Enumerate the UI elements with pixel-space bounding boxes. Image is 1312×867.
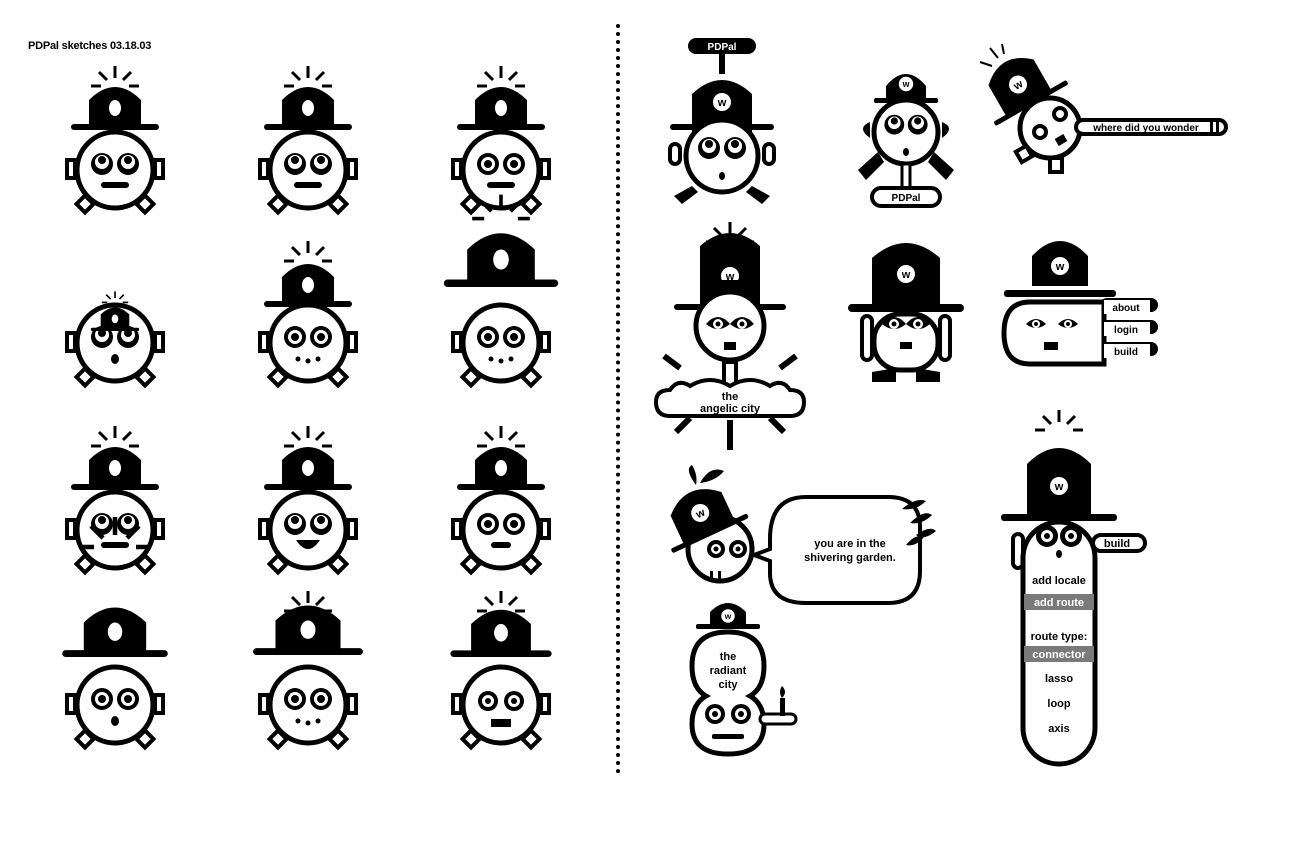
city-sign-line-1: the [722, 391, 739, 403]
sketch-mascot-10 [62, 517, 168, 750]
menu-item-add-route[interactable]: add route [1034, 597, 1084, 609]
radiant-city-line-3: city [719, 679, 739, 691]
menu-item-add-locale[interactable]: add locale [1032, 575, 1086, 587]
sketch-mascot-3 [451, 64, 551, 215]
concept-radiant-city-mascot: the radiant city [689, 603, 798, 757]
propeller-tag-label: PDPal [708, 42, 737, 53]
menu-item-loop[interactable]: loop [1047, 698, 1070, 710]
concept-tall-menu-mascot: build add locale add route route type: c… [1001, 408, 1147, 767]
concept-belt-mascot: PDPal [858, 74, 954, 208]
concept-lance-mascot: where did you wonder [979, 43, 1228, 174]
speech-bubble-line-2: shivering garden. [804, 552, 896, 564]
concept-angelic-city-mascot: the angelic city [653, 220, 807, 450]
city-sign-line-2: angelic city [700, 403, 761, 415]
sketch-mascot-4 [65, 290, 165, 388]
sketch-mascot-12 [450, 589, 552, 750]
build-tab[interactable]: build [1104, 538, 1130, 550]
sketch-mascot-2 [258, 64, 358, 215]
section-divider [616, 24, 620, 774]
sketch-mascot-7 [65, 424, 165, 575]
menu-tab-login[interactable]: login [1114, 325, 1138, 336]
radiant-city-line-2: radiant [710, 665, 747, 677]
menu-label-route-type: route type: [1031, 631, 1088, 643]
lance-message: where did you wonder [1092, 123, 1199, 134]
concept-standing-mascot [848, 243, 964, 382]
menu-tab-about[interactable]: about [1112, 303, 1140, 314]
menu-item-axis[interactable]: axis [1048, 723, 1069, 735]
sketch-mascot-8 [258, 424, 358, 575]
concept-menu-tabs-mascot: about login build [1001, 241, 1158, 367]
menu-item-connector[interactable]: connector [1032, 649, 1086, 661]
page-title: PDPal sketches 03.18.03 [28, 40, 152, 52]
speech-bubble-line-1: you are in the [814, 538, 886, 550]
sketch-mascot-9 [451, 424, 551, 575]
belt-tag-label: PDPal [892, 193, 921, 204]
menu-tab-build[interactable]: build [1114, 347, 1138, 358]
sketch-mascot-1 [65, 64, 165, 215]
sketch-mascot-11 [253, 589, 363, 750]
radiant-city-line-1: the [720, 651, 737, 663]
concept-propeller-mascot: PDPal [668, 38, 776, 204]
sketch-mascot-6 [443, 192, 559, 388]
sketch-mascot-5 [258, 239, 358, 388]
concept-garden-mascot: you are in the shivering garden. [670, 465, 936, 605]
menu-item-lasso[interactable]: lasso [1045, 673, 1073, 685]
